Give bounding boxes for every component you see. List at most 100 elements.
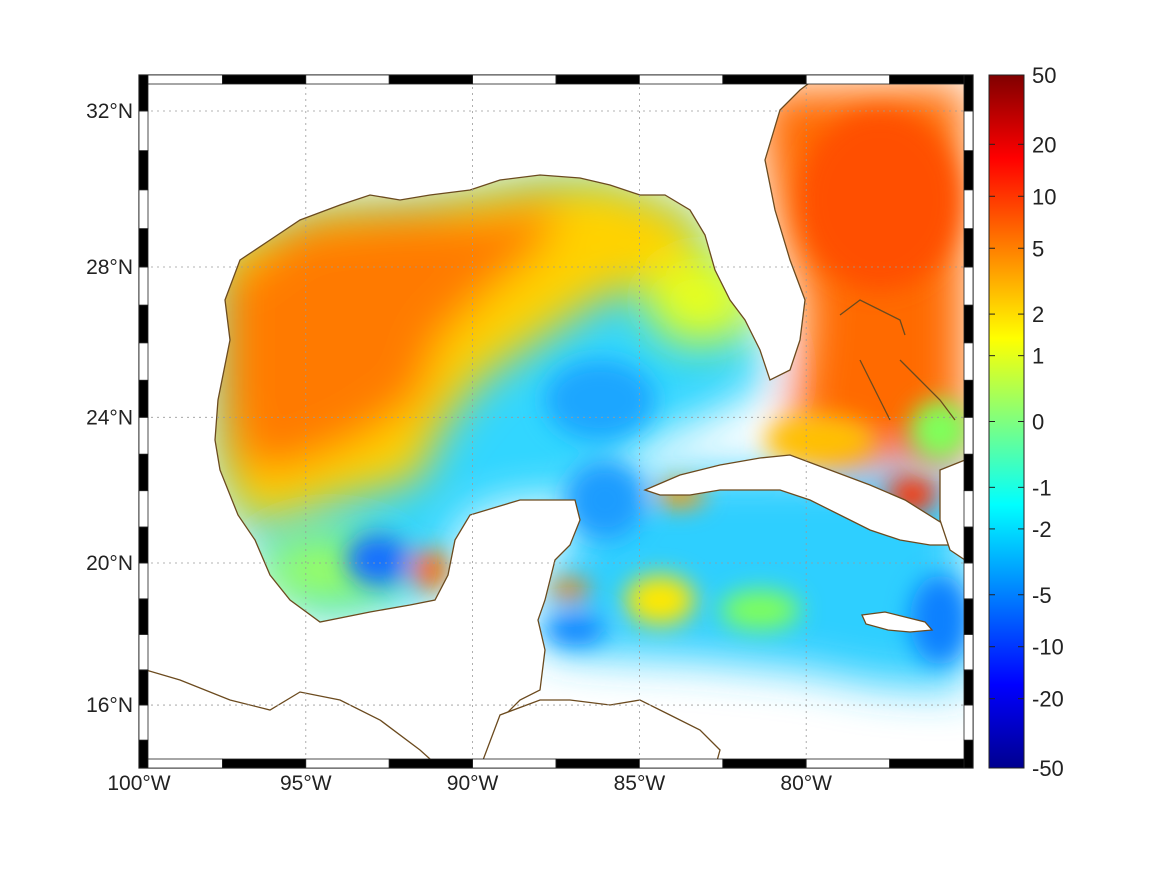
land-jamaica — [861, 611, 934, 633]
colorbar-label-7: -1 — [1032, 475, 1052, 500]
frame-bottom-seg — [138, 758, 223, 769]
field-atlantic-core — [800, 110, 960, 290]
frame-left-seg — [138, 266, 149, 306]
lat-label-4: 16°N — [86, 694, 133, 717]
frame-top-seg — [722, 74, 807, 85]
field-carib-yellow — [625, 575, 695, 625]
frame-left-seg — [138, 189, 149, 229]
lat-label-2: 24°N — [86, 406, 133, 429]
frame-left-seg — [138, 342, 149, 381]
land-cuba — [643, 454, 962, 546]
map-frame — [138, 74, 974, 769]
frame-left-seg — [138, 562, 149, 600]
frame-right-seg — [963, 526, 974, 564]
lon-label-4: 80°W — [780, 772, 832, 795]
frame-top-seg — [388, 74, 474, 85]
field-carib-green — [720, 590, 800, 630]
colorbar-label-8: -2 — [1032, 517, 1052, 542]
frame-left-seg — [138, 598, 149, 635]
colorbar-label-5: 1 — [1032, 344, 1044, 369]
frame-top-seg — [221, 74, 307, 85]
frame-top-seg — [805, 74, 891, 85]
field-yucatan-blue — [565, 460, 645, 540]
field-coastal-spot — [412, 550, 448, 590]
frame-left-seg — [138, 739, 149, 769]
frame-right-seg — [963, 562, 974, 600]
frame-bottom-seg — [639, 758, 724, 769]
field-blue-eddy — [346, 534, 410, 586]
frame-right-seg — [963, 704, 974, 741]
field-carib-spot — [550, 580, 590, 600]
frame-right-seg — [963, 739, 974, 769]
frame-right-seg — [963, 379, 974, 418]
lat-tick-labels: 32°N 28°N 24°N 20°N 16°N — [86, 100, 133, 717]
frame-top-seg — [639, 74, 724, 85]
frame-bottom-seg — [221, 758, 307, 769]
lon-label-2: 90°W — [447, 772, 499, 795]
colorbar-label-0: 50 — [1032, 63, 1056, 88]
frame-right-seg — [963, 150, 974, 191]
frame-left-seg — [138, 490, 149, 528]
land-honduras — [479, 699, 721, 768]
land-central-america — [139, 667, 441, 768]
lat-label-1: 28°N — [86, 256, 133, 279]
frame-right-seg — [963, 304, 974, 344]
frame-top-seg — [889, 74, 974, 85]
lon-label-0: 100°W — [107, 772, 170, 795]
frame-left-seg — [138, 669, 149, 706]
frame-left-seg — [138, 416, 149, 455]
frame-top-seg — [555, 74, 640, 85]
frame-top-seg — [472, 74, 557, 85]
frame-left-seg — [138, 704, 149, 741]
colorbar-label-10: -10 — [1032, 635, 1064, 660]
colorbar-label-12: -50 — [1032, 756, 1064, 781]
graticule — [139, 75, 973, 768]
land-hispaniola — [939, 459, 966, 562]
frame-right-seg — [963, 416, 974, 455]
colorbar-label-1: 20 — [1032, 132, 1056, 157]
frame-top-seg — [138, 74, 223, 85]
frame-bottom-seg — [805, 758, 891, 769]
frame-bottom-seg — [722, 758, 807, 769]
frame-right-seg — [963, 110, 974, 152]
frame-bottom-seg — [889, 758, 974, 769]
frame-right-seg — [963, 266, 974, 306]
colorbar-label-6: 0 — [1032, 410, 1044, 435]
frame-bottom-seg — [305, 758, 390, 769]
frame-right-seg — [963, 453, 974, 492]
frame-left-seg — [138, 150, 149, 191]
colorbar-label-4: 2 — [1032, 302, 1044, 327]
frame-left-seg — [138, 74, 149, 112]
frame-left-seg — [138, 526, 149, 564]
frame-left-seg — [138, 228, 149, 268]
lat-label-0: 32°N — [86, 100, 133, 123]
frame-right-seg — [963, 228, 974, 268]
field-central-blue — [545, 360, 655, 440]
frame-bottom-seg — [555, 758, 640, 769]
field-carib-blue — [545, 615, 605, 645]
frame-right-seg — [963, 74, 974, 112]
colorbar-label-2: 10 — [1032, 184, 1056, 209]
frame-right-seg — [963, 598, 974, 635]
field-orange-core — [225, 200, 560, 470]
field-straits-yellow — [765, 415, 875, 465]
field-carib-blue-e — [910, 575, 970, 665]
lon-tick-labels: 100°W 95°W 90°W 85°W 80°W — [107, 772, 832, 795]
lon-label-3: 85°W — [614, 772, 666, 795]
frame-bottom-seg — [472, 758, 557, 769]
frame-right-seg — [963, 669, 974, 706]
frame-bottom-seg — [388, 758, 474, 769]
land-bahamas-1 — [839, 299, 956, 421]
colorbar-label-3: 5 — [1032, 236, 1044, 261]
colorbar-label-11: -20 — [1032, 687, 1064, 712]
frame-right-seg — [963, 634, 974, 671]
land — [139, 75, 966, 768]
frame-left-seg — [138, 304, 149, 344]
frame-left-seg — [138, 379, 149, 418]
frame-right-seg — [963, 490, 974, 528]
lon-label-1: 95°W — [280, 772, 332, 795]
lat-label-3: 20°N — [86, 552, 133, 575]
